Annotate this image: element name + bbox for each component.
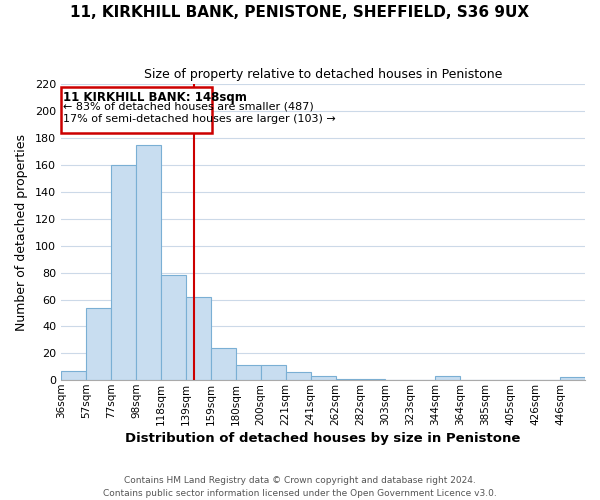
Bar [260,366,286,380]
Bar [161,276,186,380]
Bar [211,348,236,380]
Bar [236,366,260,380]
Bar [61,370,86,380]
Text: 11, KIRKHILL BANK, PENISTONE, SHEFFIELD, S36 9UX: 11, KIRKHILL BANK, PENISTONE, SHEFFIELD,… [70,5,530,20]
Bar [436,376,460,380]
Text: 17% of semi-detached houses are larger (103) →: 17% of semi-detached houses are larger (… [64,114,336,124]
Text: 11 KIRKHILL BANK: 148sqm: 11 KIRKHILL BANK: 148sqm [64,91,247,104]
Title: Size of property relative to detached houses in Penistone: Size of property relative to detached ho… [144,68,502,80]
X-axis label: Distribution of detached houses by size in Penistone: Distribution of detached houses by size … [125,432,521,445]
Text: Contains HM Land Registry data © Crown copyright and database right 2024.
Contai: Contains HM Land Registry data © Crown c… [103,476,497,498]
Bar [335,379,361,380]
Bar [560,378,585,380]
Bar [286,372,311,380]
Bar [311,376,335,380]
Text: ← 83% of detached houses are smaller (487): ← 83% of detached houses are smaller (48… [64,102,314,112]
Bar [136,145,161,380]
Bar [361,379,385,380]
Bar [86,308,111,380]
Bar [61,87,212,133]
Y-axis label: Number of detached properties: Number of detached properties [15,134,28,331]
Bar [186,297,211,380]
Bar [111,165,136,380]
